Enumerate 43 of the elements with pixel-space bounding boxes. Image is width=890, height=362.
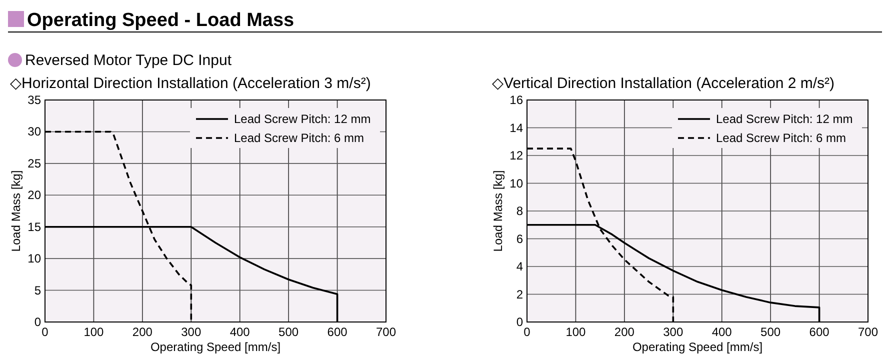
x-tick-label: 300 (663, 325, 684, 339)
x-tick-label: 400 (230, 325, 250, 339)
x-tick-label: 500 (760, 325, 781, 339)
y-tick-label: 10 (28, 252, 42, 266)
x-tick-label: 500 (278, 325, 299, 339)
x-tick-label: 700 (858, 325, 878, 339)
y-tick-label: 6 (516, 232, 524, 246)
chart-title: ◇Vertical Direction Installation (Acceleration 2 m/s²) (492, 75, 834, 92)
legend-label: Lead Screw Pitch: 12 mm (234, 112, 371, 126)
x-tick-label: 100 (84, 325, 104, 339)
y-tick-label: 2 (516, 287, 524, 302)
text: Operating Speed - Load Mass (27, 10, 294, 31)
x-axis-title: Operating Speed [mm/s] (632, 340, 763, 354)
text: Reversed Motor Type DC Input (25, 52, 232, 69)
y-tick-label: 0 (34, 315, 42, 329)
y-tick-label: 4 (516, 260, 524, 274)
x-tick-label: 200 (132, 325, 153, 339)
x-tick-label: 100 (566, 325, 586, 339)
x-tick-label: 300 (181, 325, 202, 339)
y-tick-label: 30 (28, 124, 42, 139)
x-tick-label: 400 (712, 325, 732, 339)
y-tick-label: 35 (28, 93, 42, 107)
y-tick-label: 0 (516, 315, 524, 329)
y-tick-label: 25 (28, 156, 42, 170)
y-tick-label: 16 (510, 93, 524, 107)
x-tick-label: 200 (614, 325, 635, 339)
y-tick-label: 15 (28, 220, 42, 234)
y-tick-label: 20 (28, 188, 42, 202)
chart-title: ◇Horizontal Direction Installation (Acceleration 3 m/s²) (10, 75, 371, 92)
x-tick-label: 600 (327, 325, 348, 339)
x-tick-label: 600 (809, 325, 830, 339)
x-tick-label: 700 (376, 325, 396, 339)
legend-label: Lead Screw Pitch: 6 mm (716, 131, 846, 145)
legend-label: Lead Screw Pitch: 6 mm (234, 131, 364, 145)
y-tick-label: 14 (510, 120, 524, 135)
y-tick-label: 10 (510, 176, 524, 190)
legend-label: Lead Screw Pitch: 12 mm (716, 112, 853, 126)
x-axis-title: Operating Speed [mm/s] (150, 340, 281, 354)
y-axis-title: Load Mass [kg] (9, 170, 23, 252)
y-tick-label: 5 (34, 283, 42, 298)
y-axis-title: Load Mass [kg] (491, 170, 505, 252)
y-tick-label: 8 (516, 204, 524, 218)
y-tick-label: 12 (510, 148, 524, 162)
